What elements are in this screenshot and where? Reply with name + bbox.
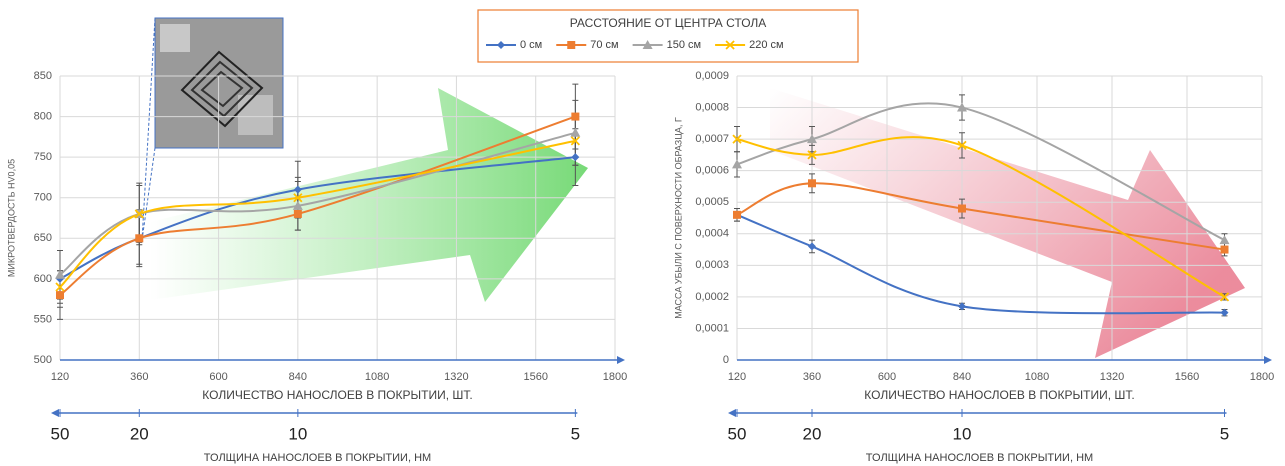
legend: РАССТОЯНИЕ ОТ ЦЕНТРА СТОЛА [478,10,858,62]
marker [808,242,816,250]
x-tick-label: 840 [289,371,307,383]
marker [1220,235,1230,244]
x-tick-label: 120 [728,371,746,383]
x-tick-label: 1080 [1025,371,1049,383]
legend-label: 0 см [520,39,542,51]
y-tick-label: 0,0001 [695,322,729,334]
x-tick-label: 1560 [523,371,547,383]
y-tick-label: 0,0003 [695,259,729,271]
x-tick-label: 1800 [1250,371,1274,383]
y-tick-label: 850 [34,70,52,82]
y-tick-label: 800 [34,110,52,122]
y-axis-title: МАССА УБЫЛИ С ПОВЕРХНОСТИ ОБРАЗЦА, Г [673,117,683,319]
y-tick-label: 0,0004 [695,228,729,240]
x-tick-label: 1800 [603,371,627,383]
figure: РАССТОЯНИЕ ОТ ЦЕНТРА СТОЛА 5005506006507… [0,0,1285,466]
legend-label: 150 см [667,39,701,51]
x2-axis-title: ТОЛЩИНА НАНОСЛОЕВ В ПОКРЫТИИ, НМ [204,452,431,464]
marker [135,234,143,242]
x-tick-label: 120 [51,371,69,383]
x2-tick-label: 50 [728,424,747,443]
legend-label: 70 см [590,39,618,51]
y-tick-label: 750 [34,151,52,163]
marker [571,113,579,121]
y-tick-label: 0,0006 [695,165,729,177]
marker [567,41,575,49]
marker [294,210,302,218]
x-tick-label: 1320 [444,371,468,383]
axis-arrow [617,356,625,364]
x2-tick-label: 20 [130,424,149,443]
y-tick-label: 0,0005 [695,196,729,208]
x-tick-label: 360 [130,371,148,383]
x2-tick-label: 10 [953,424,972,443]
marker [1221,246,1229,254]
axis-arrow [51,409,59,417]
y-tick-label: 700 [34,192,52,204]
x-axis-title: КОЛИЧЕСТВО НАНОСЛОЕВ В ПОКРЫТИИ, ШТ. [864,388,1134,402]
y-tick-label: 0,0007 [695,133,729,145]
legend-title: РАССТОЯНИЕ ОТ ЦЕНТРА СТОЛА [570,16,767,30]
y-tick-label: 550 [34,313,52,325]
axis-arrow [1264,356,1272,364]
marker [958,205,966,213]
x-tick-label: 1560 [1175,371,1199,383]
y-tick-label: 650 [34,232,52,244]
y-tick-label: 0 [723,354,729,366]
x-axis-title: КОЛИЧЕСТВО НАНОСЛОЕВ В ПОКРЫТИИ, ШТ. [202,388,472,402]
x2-tick-label: 10 [288,424,307,443]
x2-tick-label: 50 [51,424,70,443]
x-tick-label: 360 [803,371,821,383]
x-tick-label: 1320 [1100,371,1124,383]
axis-arrow [728,409,736,417]
x-tick-label: 600 [878,371,896,383]
y-tick-label: 500 [34,354,52,366]
x2-axis-title: ТОЛЩИНА НАНОСЛОЕВ В ПОКРЫТИИ, НМ [866,452,1093,464]
x-tick-label: 1080 [365,371,389,383]
x2-tick-label: 5 [571,424,580,443]
y-tick-label: 0,0009 [695,70,729,82]
y-tick-label: 0,0008 [695,101,729,113]
marker [56,291,64,299]
x2-tick-label: 20 [803,424,822,443]
y-tick-label: 600 [34,273,52,285]
marker [733,211,741,219]
legend-label: 220 см [749,39,783,51]
y-axis-title: МИКРОТВЕРДОСТЬ HV0,05 [6,159,16,277]
marker [570,128,580,137]
marker [808,179,816,187]
x-tick-label: 600 [209,371,227,383]
x-tick-label: 840 [953,371,971,383]
x2-tick-label: 5 [1220,424,1229,443]
y-tick-label: 0,0002 [695,291,729,303]
